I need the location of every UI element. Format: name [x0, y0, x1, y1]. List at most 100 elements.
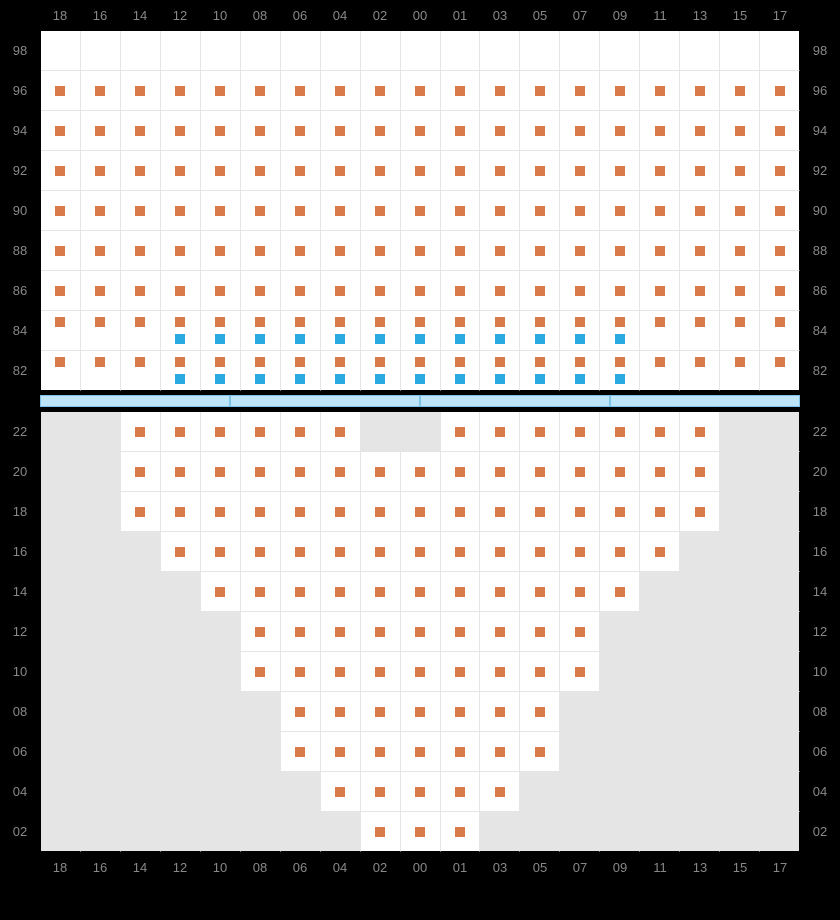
- seat-cell[interactable]: [401, 732, 441, 772]
- seat-cell[interactable]: [81, 311, 121, 351]
- seat-cell[interactable]: [81, 111, 121, 151]
- seat-cell[interactable]: [720, 652, 760, 692]
- seat-cell[interactable]: [81, 231, 121, 271]
- seat-cell[interactable]: [520, 271, 560, 311]
- seat-cell[interactable]: [720, 231, 760, 271]
- seat-cell[interactable]: [121, 31, 161, 71]
- seat-cell[interactable]: [401, 311, 441, 351]
- seat-cell[interactable]: [760, 812, 800, 852]
- seat-cell[interactable]: [680, 612, 720, 652]
- seat-cell[interactable]: [81, 652, 121, 692]
- seat-cell[interactable]: [680, 311, 720, 351]
- seat-cell[interactable]: [560, 31, 600, 71]
- seat-cell[interactable]: [161, 31, 201, 71]
- seat-cell[interactable]: [600, 231, 640, 271]
- seat-cell[interactable]: [640, 812, 680, 852]
- seat-cell[interactable]: [441, 572, 481, 612]
- seat-cell[interactable]: [361, 311, 401, 351]
- seat-cell[interactable]: [281, 612, 321, 652]
- seat-cell[interactable]: [121, 612, 161, 652]
- seat-cell[interactable]: [361, 351, 401, 391]
- seat-cell[interactable]: [441, 732, 481, 772]
- seat-cell[interactable]: [321, 412, 361, 452]
- seat-cell[interactable]: [281, 191, 321, 231]
- seat-cell[interactable]: [161, 492, 201, 532]
- seat-cell[interactable]: [680, 271, 720, 311]
- seat-cell[interactable]: [161, 111, 201, 151]
- seat-cell[interactable]: [520, 231, 560, 271]
- seat-cell[interactable]: [760, 612, 800, 652]
- seat-cell[interactable]: [520, 311, 560, 351]
- seat-cell[interactable]: [361, 532, 401, 572]
- seat-cell[interactable]: [41, 612, 81, 652]
- seat-cell[interactable]: [81, 692, 121, 732]
- seat-cell[interactable]: [640, 191, 680, 231]
- seat-cell[interactable]: [520, 532, 560, 572]
- seat-cell[interactable]: [480, 572, 520, 612]
- seat-cell[interactable]: [281, 311, 321, 351]
- seat-cell[interactable]: [680, 191, 720, 231]
- seat-cell[interactable]: [41, 151, 81, 191]
- seat-cell[interactable]: [680, 151, 720, 191]
- seat-cell[interactable]: [680, 572, 720, 612]
- seat-cell[interactable]: [760, 412, 800, 452]
- seat-cell[interactable]: [600, 692, 640, 732]
- seat-cell[interactable]: [600, 71, 640, 111]
- seat-cell[interactable]: [321, 191, 361, 231]
- seat-cell[interactable]: [480, 492, 520, 532]
- seat-cell[interactable]: [241, 772, 281, 812]
- seat-cell[interactable]: [321, 692, 361, 732]
- seat-cell[interactable]: [361, 191, 401, 231]
- seat-cell[interactable]: [720, 271, 760, 311]
- seat-cell[interactable]: [401, 271, 441, 311]
- seat-cell[interactable]: [321, 31, 361, 71]
- seat-cell[interactable]: [560, 271, 600, 311]
- seat-cell[interactable]: [441, 612, 481, 652]
- seat-cell[interactable]: [281, 452, 321, 492]
- seat-cell[interactable]: [441, 191, 481, 231]
- seat-cell[interactable]: [680, 532, 720, 572]
- seat-cell[interactable]: [161, 532, 201, 572]
- seat-cell[interactable]: [520, 812, 560, 852]
- seat-cell[interactable]: [480, 452, 520, 492]
- seat-cell[interactable]: [41, 452, 81, 492]
- seat-cell[interactable]: [441, 412, 481, 452]
- seat-cell[interactable]: [560, 492, 600, 532]
- seat-cell[interactable]: [600, 351, 640, 391]
- seat-cell[interactable]: [520, 492, 560, 532]
- seat-cell[interactable]: [680, 231, 720, 271]
- seat-cell[interactable]: [321, 271, 361, 311]
- seat-cell[interactable]: [161, 311, 201, 351]
- seat-cell[interactable]: [361, 692, 401, 732]
- seat-cell[interactable]: [241, 71, 281, 111]
- seat-cell[interactable]: [640, 111, 680, 151]
- seat-cell[interactable]: [81, 812, 121, 852]
- seat-cell[interactable]: [441, 492, 481, 532]
- seat-cell[interactable]: [401, 191, 441, 231]
- seat-cell[interactable]: [41, 532, 81, 572]
- seat-cell[interactable]: [640, 732, 680, 772]
- seat-cell[interactable]: [560, 151, 600, 191]
- seat-cell[interactable]: [401, 572, 441, 612]
- seat-cell[interactable]: [520, 412, 560, 452]
- seat-cell[interactable]: [720, 71, 760, 111]
- seat-cell[interactable]: [121, 572, 161, 612]
- seat-cell[interactable]: [201, 732, 241, 772]
- seat-cell[interactable]: [161, 151, 201, 191]
- seat-cell[interactable]: [640, 572, 680, 612]
- seat-cell[interactable]: [480, 612, 520, 652]
- seat-cell[interactable]: [720, 31, 760, 71]
- seat-cell[interactable]: [321, 111, 361, 151]
- seat-cell[interactable]: [441, 31, 481, 71]
- seat-cell[interactable]: [201, 652, 241, 692]
- seat-cell[interactable]: [520, 652, 560, 692]
- seat-cell[interactable]: [241, 31, 281, 71]
- seat-cell[interactable]: [281, 412, 321, 452]
- seat-cell[interactable]: [680, 492, 720, 532]
- seat-cell[interactable]: [161, 231, 201, 271]
- seat-cell[interactable]: [321, 492, 361, 532]
- seat-cell[interactable]: [600, 191, 640, 231]
- seat-cell[interactable]: [401, 351, 441, 391]
- seat-cell[interactable]: [41, 231, 81, 271]
- seat-cell[interactable]: [680, 452, 720, 492]
